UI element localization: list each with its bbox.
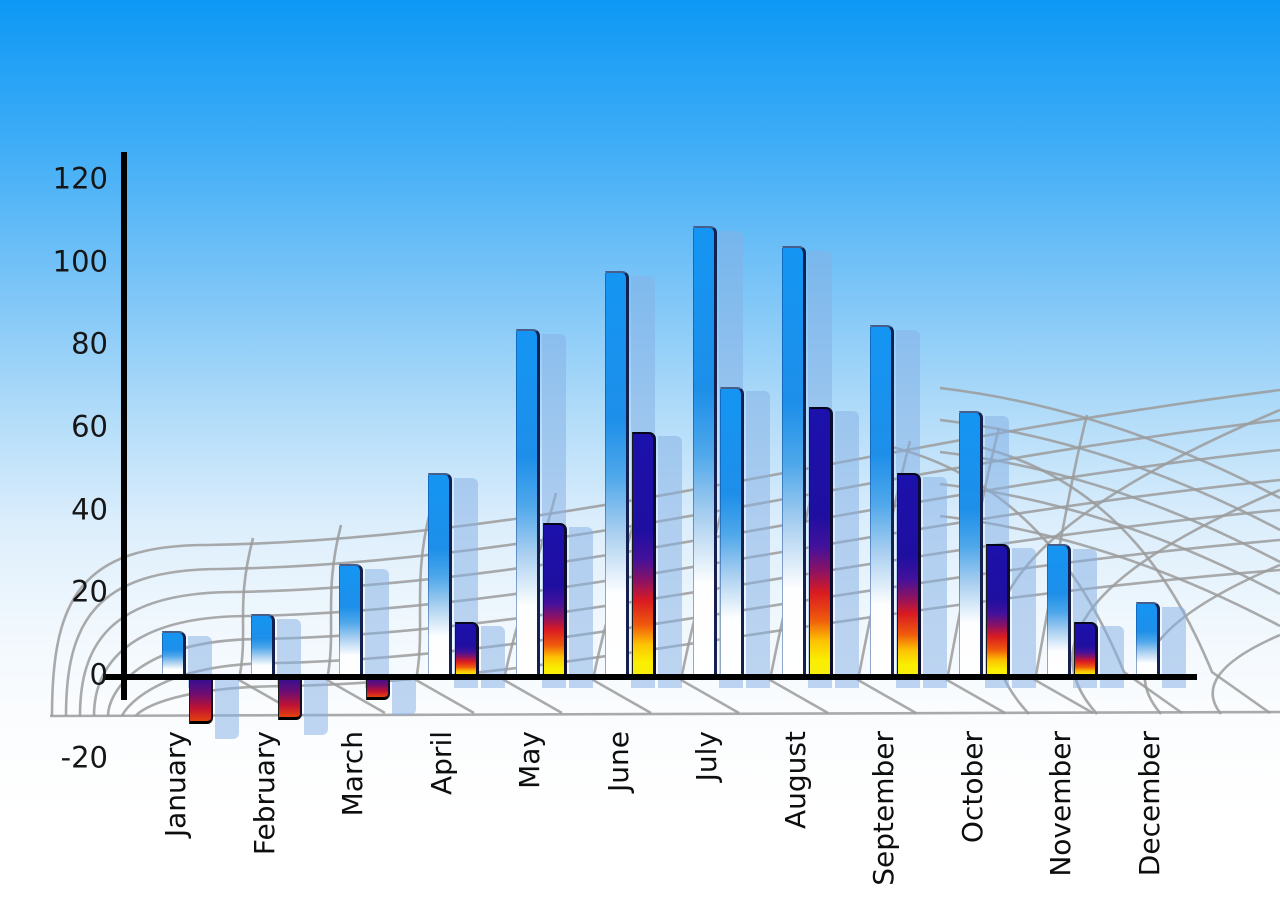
y-axis-line (121, 152, 127, 700)
x-tick-label-october: October (956, 731, 989, 844)
bar-october-series1 (959, 411, 983, 679)
bar-august-series1 (782, 246, 806, 679)
y-tick-label-0: 0 (89, 657, 108, 692)
bar-august-series2 (809, 407, 833, 679)
bar-january-series1 (162, 631, 186, 679)
y-tick-label-minus20: -20 (60, 740, 108, 775)
bar-july-series2 (720, 387, 744, 679)
bar-shadow-january-series2 (215, 680, 239, 739)
bar-september-series2 (897, 473, 921, 679)
x-tick-label-september: September (867, 731, 900, 886)
bar-november-series2 (1074, 622, 1098, 679)
y-tick-label-20: 20 (71, 574, 108, 609)
x-tick-label-december: December (1133, 731, 1166, 877)
bar-march-series2 (366, 677, 390, 700)
bar-shadow-september-series2 (923, 477, 947, 688)
bar-june-series1 (605, 271, 629, 679)
x-tick-label-august: August (779, 731, 812, 829)
y-tick-label-120: 120 (52, 161, 108, 196)
y-tick-label-40: 40 (71, 492, 108, 527)
x-tick-label-january: January (159, 731, 192, 838)
bar-shadow-march-series1 (365, 569, 389, 688)
bar-shadow-march-series2 (392, 680, 416, 715)
bar-shadow-february-series2 (304, 680, 328, 735)
x-tick-label-june: June (602, 731, 635, 792)
bar-april-series2 (455, 622, 479, 679)
x-tick-label-february: February (248, 731, 281, 856)
bar-october-series2 (986, 544, 1010, 679)
bar-may-series1 (516, 329, 540, 679)
x-tick-label-march: March (336, 731, 369, 817)
x-tick-label-july: July (690, 731, 723, 782)
y-tick-label-60: 60 (71, 409, 108, 444)
bar-shadow-october-series2 (1012, 548, 1036, 688)
bar-shadow-august-series2 (835, 411, 859, 688)
bar-december-series1 (1136, 602, 1160, 679)
x-tick-label-may: May (513, 731, 546, 789)
bar-september-series1 (870, 325, 894, 679)
bar-february-series1 (251, 614, 275, 679)
y-tick-label-100: 100 (52, 244, 108, 279)
bar-shadow-may-series2 (569, 527, 593, 688)
bar-march-series1 (339, 564, 363, 679)
bar-july-series1 (693, 226, 717, 679)
bar-shadow-july-series2 (746, 391, 770, 688)
bar-november-series1 (1047, 544, 1071, 679)
y-tick-label-80: 80 (71, 326, 108, 361)
bar-may-series2 (543, 523, 567, 679)
x-tick-label-april: April (425, 731, 458, 795)
bar-january-series2 (189, 677, 213, 724)
bar-june-series2 (632, 432, 656, 679)
x-tick-label-november: November (1044, 731, 1077, 877)
bar-april-series1 (428, 473, 452, 679)
bar-shadow-june-series2 (658, 436, 682, 688)
bar-february-series2 (278, 677, 302, 720)
x-axis-line (103, 674, 1197, 680)
